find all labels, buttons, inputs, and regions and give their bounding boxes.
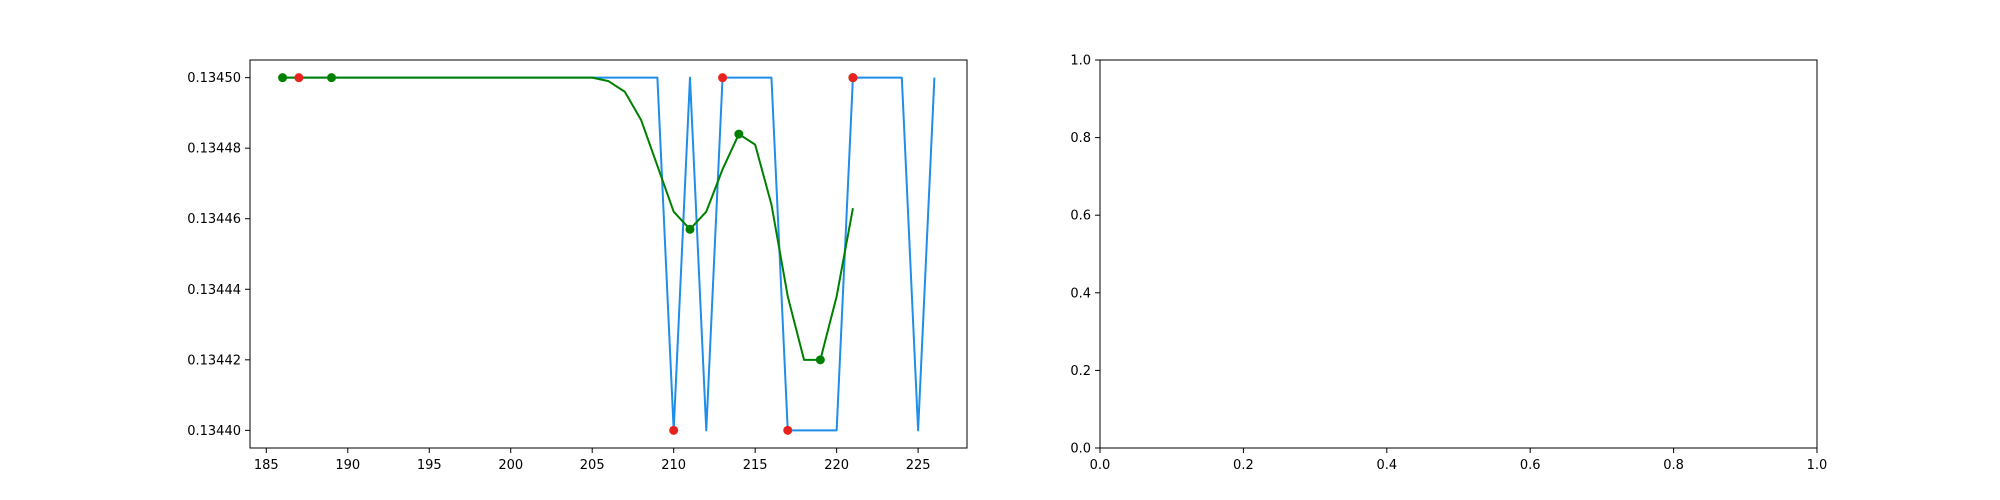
scatter-point-2 (815, 355, 825, 365)
x-tick-label: 0.0 (1090, 458, 1111, 473)
scatter-point-3 (783, 425, 793, 435)
x-tick-label: 220 (824, 458, 849, 473)
axes-frame (1099, 59, 1818, 449)
y-tick-label: 0.13450 (187, 71, 241, 86)
y-tick-label: 1.0 (1070, 54, 1091, 69)
x-tick-label: 0.6 (1520, 458, 1541, 473)
x-tick-label: 225 (906, 458, 931, 473)
scatter-point-3 (848, 73, 858, 83)
y-tick-label: 0.13448 (187, 142, 241, 157)
left-axes: 185 190 195 200 205 210 215 220 225 0.13440 0.1344… (187, 59, 968, 473)
y-tick-label: 0.6 (1070, 209, 1091, 224)
x-tick-label: 195 (417, 458, 442, 473)
series-line-1 (282, 76, 854, 361)
axes-frame (249, 59, 968, 449)
x-tick-label: 190 (335, 458, 360, 473)
x-tick-label: 200 (498, 458, 523, 473)
x-tick-label: 0.2 (1233, 458, 1254, 473)
scatter-point-2 (278, 73, 288, 83)
x-tick-label: 205 (580, 458, 605, 473)
y-tick-label: 0.13444 (187, 283, 241, 298)
plot-area (282, 76, 936, 432)
scatter-point-2 (326, 73, 336, 83)
scatter-point-3 (718, 73, 728, 83)
y-tick-label: 0.8 (1070, 131, 1091, 146)
series-line-0 (282, 76, 936, 432)
y-tick-label: 0.13440 (187, 424, 241, 439)
y-tick-label: 0.13446 (187, 212, 241, 227)
x-tick-label: 0.8 (1663, 458, 1684, 473)
y-tick-label: 0.4 (1070, 286, 1091, 301)
x-tick-label: 210 (661, 458, 686, 473)
scatter-point-2 (734, 129, 744, 139)
x-tick-label: 1.0 (1807, 458, 1828, 473)
scatter-point-3 (294, 73, 304, 83)
y-tick-label: 0.2 (1070, 364, 1091, 379)
y-tick-label: 0.0 (1070, 442, 1091, 457)
scatter-point-2 (685, 224, 695, 234)
y-tick-label: 0.13442 (187, 353, 241, 368)
x-tick-label: 0.4 (1376, 458, 1397, 473)
scatter-point-3 (669, 425, 679, 435)
right-axes: 0.0 0.2 0.4 0.6 0.8 1.0 0.0 0.2 0.4 0.6 0.8 1.0 (1070, 54, 1827, 474)
x-tick-label: 215 (743, 458, 768, 473)
x-tick-label: 185 (254, 458, 279, 473)
